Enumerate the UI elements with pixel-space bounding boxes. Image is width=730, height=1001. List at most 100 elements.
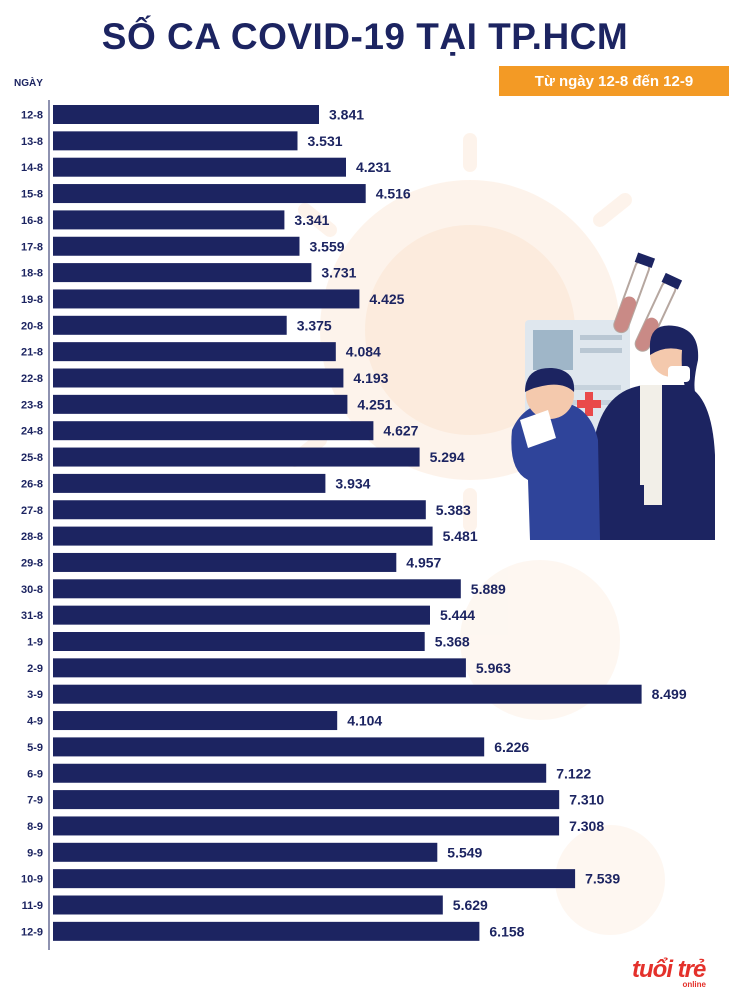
category-label: 8-9: [27, 821, 43, 833]
value-label: 4.251: [357, 396, 392, 412]
category-label: 19-8: [21, 294, 43, 306]
value-label: 6.158: [489, 923, 524, 939]
logo-wordmark: tuổi trẻ: [632, 956, 706, 983]
bar-21-8: [53, 342, 336, 362]
category-label: 17-8: [21, 241, 43, 253]
tuoi-tre-logo: tuổi trẻ online: [632, 958, 712, 992]
category-label: 29-8: [21, 557, 43, 569]
value-label: 7.122: [556, 765, 591, 781]
bar-30-8: [53, 579, 461, 599]
category-label: 13-8: [21, 136, 43, 148]
value-label: 3.934: [335, 475, 370, 491]
category-label: 27-8: [21, 505, 43, 517]
category-label: 12-8: [21, 110, 43, 122]
value-label: 5.368: [435, 634, 470, 650]
bar-29-8: [53, 552, 397, 572]
value-label: 3.841: [329, 107, 364, 123]
category-label: 5-9: [27, 742, 43, 754]
bar-18-8: [53, 263, 312, 283]
logo-subtext: online: [682, 980, 706, 989]
value-label: 4.084: [346, 344, 381, 360]
bar-16-8: [53, 210, 285, 230]
virus-illustration: [288, 133, 665, 935]
bar-9-9: [53, 842, 438, 862]
category-label: 21-8: [21, 347, 43, 359]
category-label: 14-8: [21, 162, 43, 174]
category-label: 20-8: [21, 320, 43, 332]
bar-6-9: [53, 763, 547, 783]
category-label: 9-9: [27, 847, 43, 859]
value-label: 5.889: [471, 581, 506, 597]
bar-3-9: [53, 684, 642, 704]
value-label: 5.481: [443, 528, 478, 544]
value-label: 3.341: [294, 212, 329, 228]
bar-23-8: [53, 394, 348, 414]
bar-22-8: [53, 368, 344, 388]
bar-5-9: [53, 737, 485, 757]
category-label: 7-9: [27, 795, 43, 807]
value-labels: 3.841 3.531 4.231 4.516 3.341 3.559 3.731 4.425…: [294, 107, 686, 940]
bar-17-8: [53, 236, 300, 256]
category-label: 11-9: [22, 900, 43, 912]
category-label: 15-8: [21, 189, 43, 201]
category-label: 4-9: [27, 716, 43, 728]
bar-7-9: [53, 790, 560, 810]
category-label: 25-8: [21, 452, 43, 464]
bar-11-9: [53, 895, 443, 915]
bar-19-8: [53, 289, 360, 309]
bar-20-8: [53, 315, 287, 335]
category-label: 1-9: [27, 637, 43, 649]
value-label: 3.731: [321, 265, 356, 281]
category-labels: 12-8 13-8 14-8 15-8 16-8 17-8 18-8 19-8 20-8 21-8…: [21, 110, 43, 939]
category-label: 12-9: [21, 926, 43, 938]
value-label: 4.231: [356, 159, 391, 175]
category-label: 3-9: [27, 689, 43, 701]
value-label: 7.539: [585, 871, 620, 887]
category-label: 30-8: [21, 584, 43, 596]
value-label: 3.531: [308, 133, 343, 149]
bar-26-8: [53, 473, 326, 493]
value-label: 3.375: [297, 317, 332, 333]
date-range-badge: Từ ngày 12-8 đến 12-9: [499, 66, 729, 96]
category-label: 23-8: [21, 399, 43, 411]
value-label: 7.308: [569, 818, 604, 834]
bar-12-8: [53, 105, 319, 124]
value-label: 4.425: [369, 291, 404, 307]
category-label: 2-9: [27, 663, 43, 675]
value-label: 6.226: [494, 739, 529, 755]
bar-10-9: [53, 869, 576, 889]
value-label: 5.294: [430, 449, 465, 465]
bar-15-8: [53, 184, 366, 204]
bars-group: [53, 105, 642, 941]
category-label: 31-8: [21, 610, 43, 622]
value-label: 5.963: [476, 660, 511, 676]
people-illustration: [511, 252, 715, 540]
category-label: 26-8: [21, 478, 43, 490]
category-label: 10-9: [21, 874, 43, 886]
bar-28-8: [53, 526, 433, 546]
value-label: 4.516: [376, 186, 411, 202]
chart-title: SỐ CA COVID-19 TẠI TP.HCM: [101, 16, 629, 57]
bar-2-9: [53, 658, 466, 678]
value-label: 4.193: [353, 370, 388, 386]
category-label: 28-8: [21, 531, 43, 543]
value-label: 4.627: [383, 423, 418, 439]
bar-1-9: [53, 632, 425, 651]
category-label: 6-9: [27, 768, 43, 780]
value-label: 5.383: [436, 502, 471, 518]
bar-25-8: [53, 447, 420, 467]
category-label: 24-8: [21, 426, 43, 438]
bar-31-8: [53, 605, 430, 625]
category-label: 18-8: [21, 268, 43, 280]
value-label: 3.559: [310, 238, 345, 254]
y-axis-label: NGÀY: [14, 78, 43, 89]
value-label: 4.957: [406, 554, 441, 570]
bar-12-9: [53, 921, 480, 941]
value-label: 4.104: [347, 713, 382, 729]
value-label: 5.444: [440, 607, 475, 623]
value-label: 8.499: [652, 686, 687, 702]
bar-4-9: [53, 711, 338, 731]
bar-27-8: [53, 500, 426, 520]
category-label: 22-8: [21, 373, 43, 385]
